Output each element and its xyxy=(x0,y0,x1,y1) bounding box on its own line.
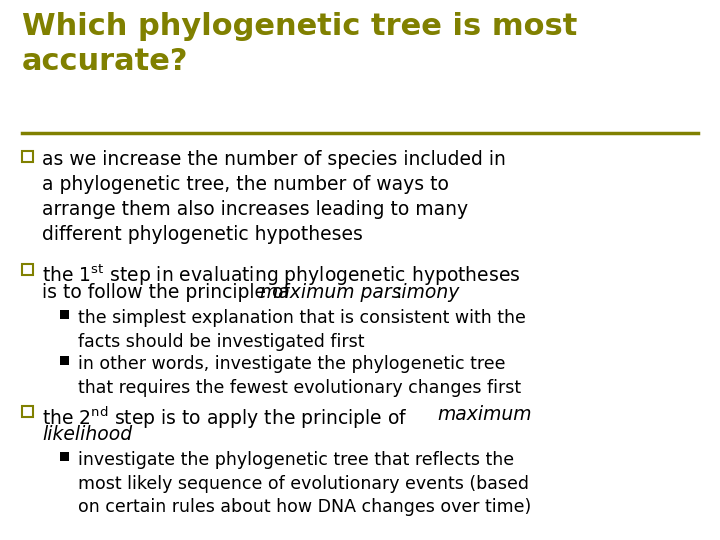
Text: is to follow the principle of: is to follow the principle of xyxy=(42,283,296,302)
Text: maximum parsimony: maximum parsimony xyxy=(260,283,459,302)
Text: Which phylogenetic tree is most
accurate?: Which phylogenetic tree is most accurate… xyxy=(22,12,577,76)
Text: the simplest explanation that is consistent with the
facts should be investigate: the simplest explanation that is consist… xyxy=(78,309,526,350)
Text: as we increase the number of species included in
a phylogenetic tree, the number: as we increase the number of species inc… xyxy=(42,150,506,244)
Bar xyxy=(60,451,69,461)
Bar xyxy=(22,151,33,161)
Text: in other words, investigate the phylogenetic tree
that requires the fewest evolu: in other words, investigate the phylogen… xyxy=(78,355,521,396)
Bar xyxy=(60,309,69,319)
Bar xyxy=(22,406,33,416)
Text: the 2$^{\mathregular{nd}}$ step is to apply the principle of: the 2$^{\mathregular{nd}}$ step is to ap… xyxy=(42,405,408,431)
Text: the 1$^{\mathregular{st}}$ step in evaluating phylogenetic hypotheses: the 1$^{\mathregular{st}}$ step in evalu… xyxy=(42,263,521,288)
Text: maximum: maximum xyxy=(437,405,531,424)
Text: likelihood: likelihood xyxy=(42,425,132,444)
Text: investigate the phylogenetic tree that reflects the
most likely sequence of evol: investigate the phylogenetic tree that r… xyxy=(78,451,531,516)
Bar xyxy=(60,355,69,364)
Bar xyxy=(22,264,33,274)
Text: :: : xyxy=(396,283,402,302)
